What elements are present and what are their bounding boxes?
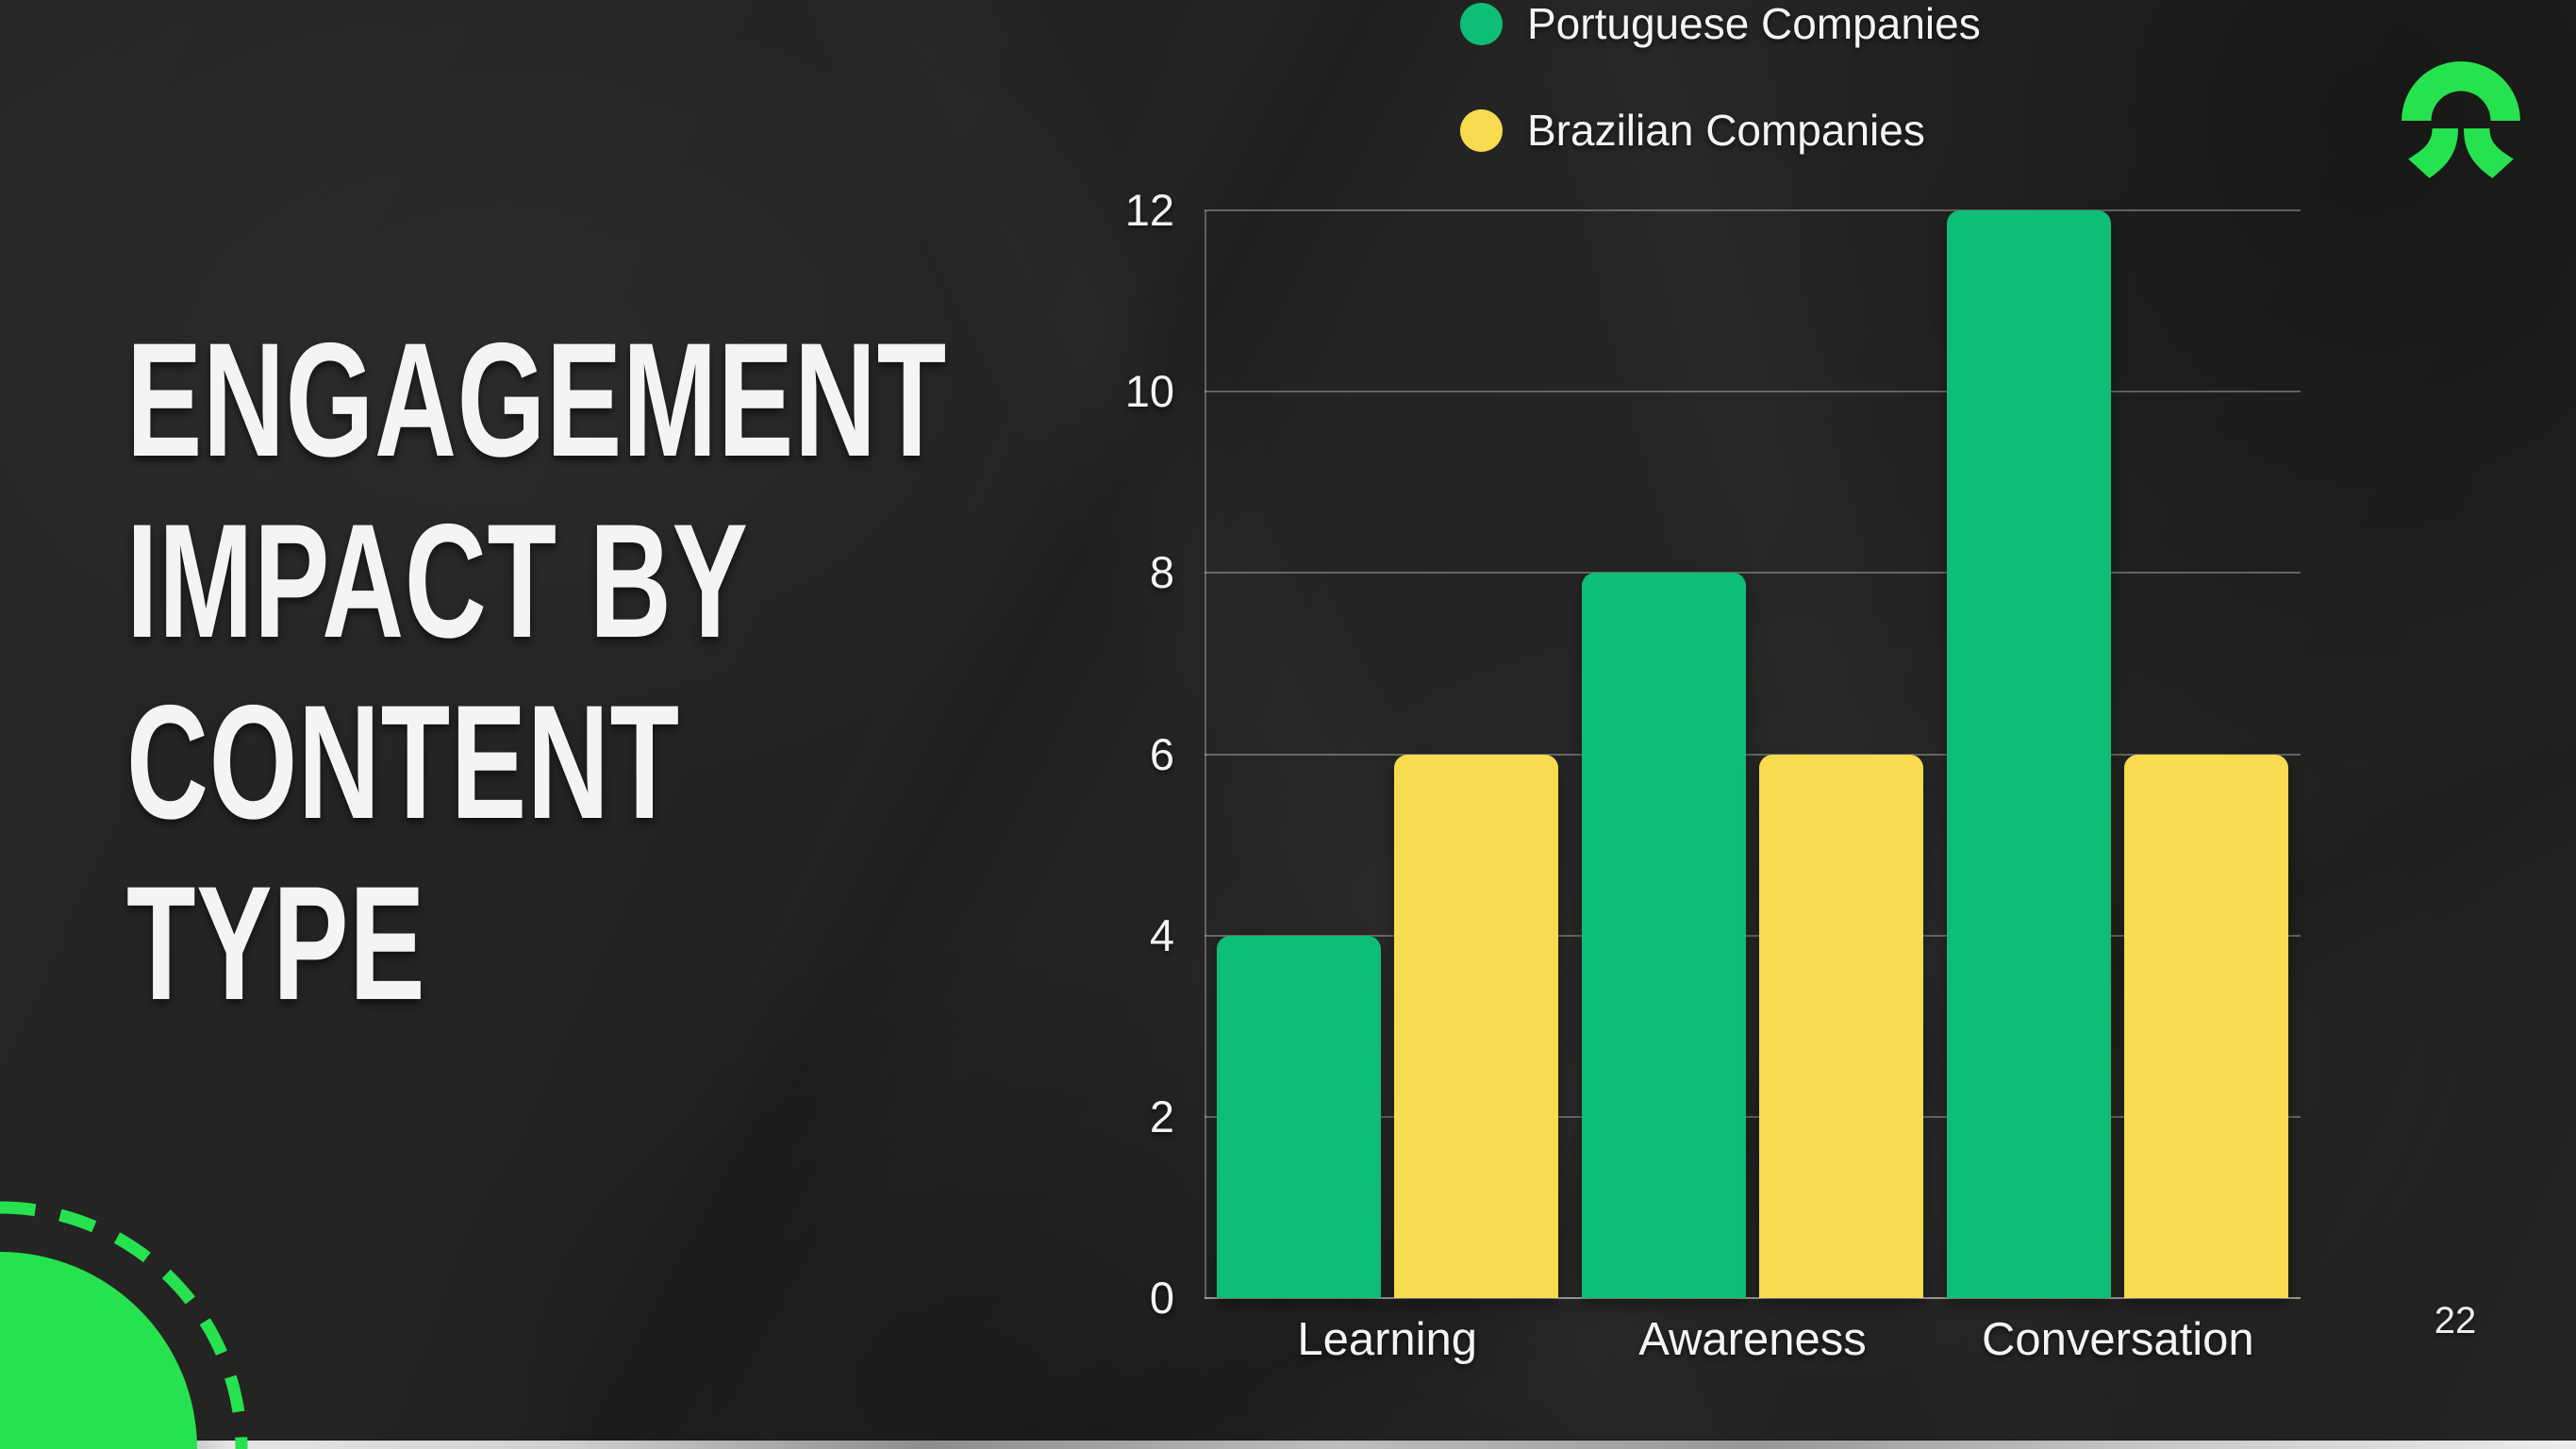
bar-learning-portuguese: [1216, 935, 1381, 1298]
y-tick-label-10: 10: [1124, 366, 1174, 417]
legend-item-portuguese: Portuguese Companies: [1460, 0, 1981, 54]
bar-chart-plot-area: 0 2 4 6 8 10 12 Learning Awareness Conversation: [1125, 185, 2301, 1365]
green-quarter-circle-icon: [0, 1252, 197, 1449]
legend-label: Brazilian Companies: [1527, 106, 1925, 155]
bar-conversation-portuguese: [1947, 210, 2112, 1298]
legend-item-brazilian: Brazilian Companies: [1460, 100, 1925, 160]
logo-right-leg-shape: [2464, 128, 2514, 178]
dashed-arc-icon: [0, 1201, 248, 1449]
title-line-3: CONTENT: [126, 672, 680, 853]
y-tick-label-12: 12: [1124, 185, 1174, 235]
legend-label: Portuguese Companies: [1527, 0, 1981, 48]
y-tick-label-0: 0: [1149, 1273, 1174, 1323]
gridline-12: [1205, 209, 2301, 211]
bottom-edge-strip: [0, 1440, 2576, 1449]
logo-left-leg-shape: [2408, 128, 2458, 178]
gridline-0: [1205, 1297, 2301, 1299]
gridline-6: [1205, 753, 2301, 756]
bar-awareness-brazilian: [1759, 754, 1923, 1298]
page-number: 22: [2434, 1300, 2477, 1341]
y-tick-label-6: 6: [1149, 728, 1174, 779]
title-line-1: ENGAGEMENT: [126, 309, 947, 491]
legend-dot-icon: [1460, 108, 1503, 152]
bar-conversation-brazilian: [2124, 754, 2289, 1298]
slide-title: ENGAGEMENT IMPACT BY CONTENT TYPE: [126, 309, 947, 1034]
gridline-4: [1205, 934, 2301, 937]
legend-dot-icon: [1460, 2, 1503, 45]
title-line-4: TYPE: [126, 853, 426, 1034]
y-axis-line: [1205, 210, 1206, 1298]
x-category-label-conversation: Conversation: [1981, 1314, 2254, 1365]
y-tick-label-4: 4: [1149, 909, 1174, 960]
gridline-10: [1205, 391, 2301, 393]
logo-arch-shape: [2401, 61, 2520, 121]
bar-awareness-portuguese: [1582, 573, 1746, 1298]
bar-learning-brazilian: [1393, 754, 1558, 1298]
gridline-8: [1205, 572, 2301, 575]
x-category-label-awareness: Awareness: [1638, 1314, 1867, 1365]
title-line-2: IMPACT BY: [126, 491, 749, 672]
brand-logo-icon: [2401, 61, 2520, 178]
y-tick-label-8: 8: [1149, 547, 1174, 598]
x-category-label-learning: Learning: [1297, 1314, 1478, 1365]
y-tick-label-2: 2: [1149, 1091, 1174, 1141]
gridline-2: [1205, 1115, 2301, 1118]
corner-decoration: [0, 1201, 248, 1449]
